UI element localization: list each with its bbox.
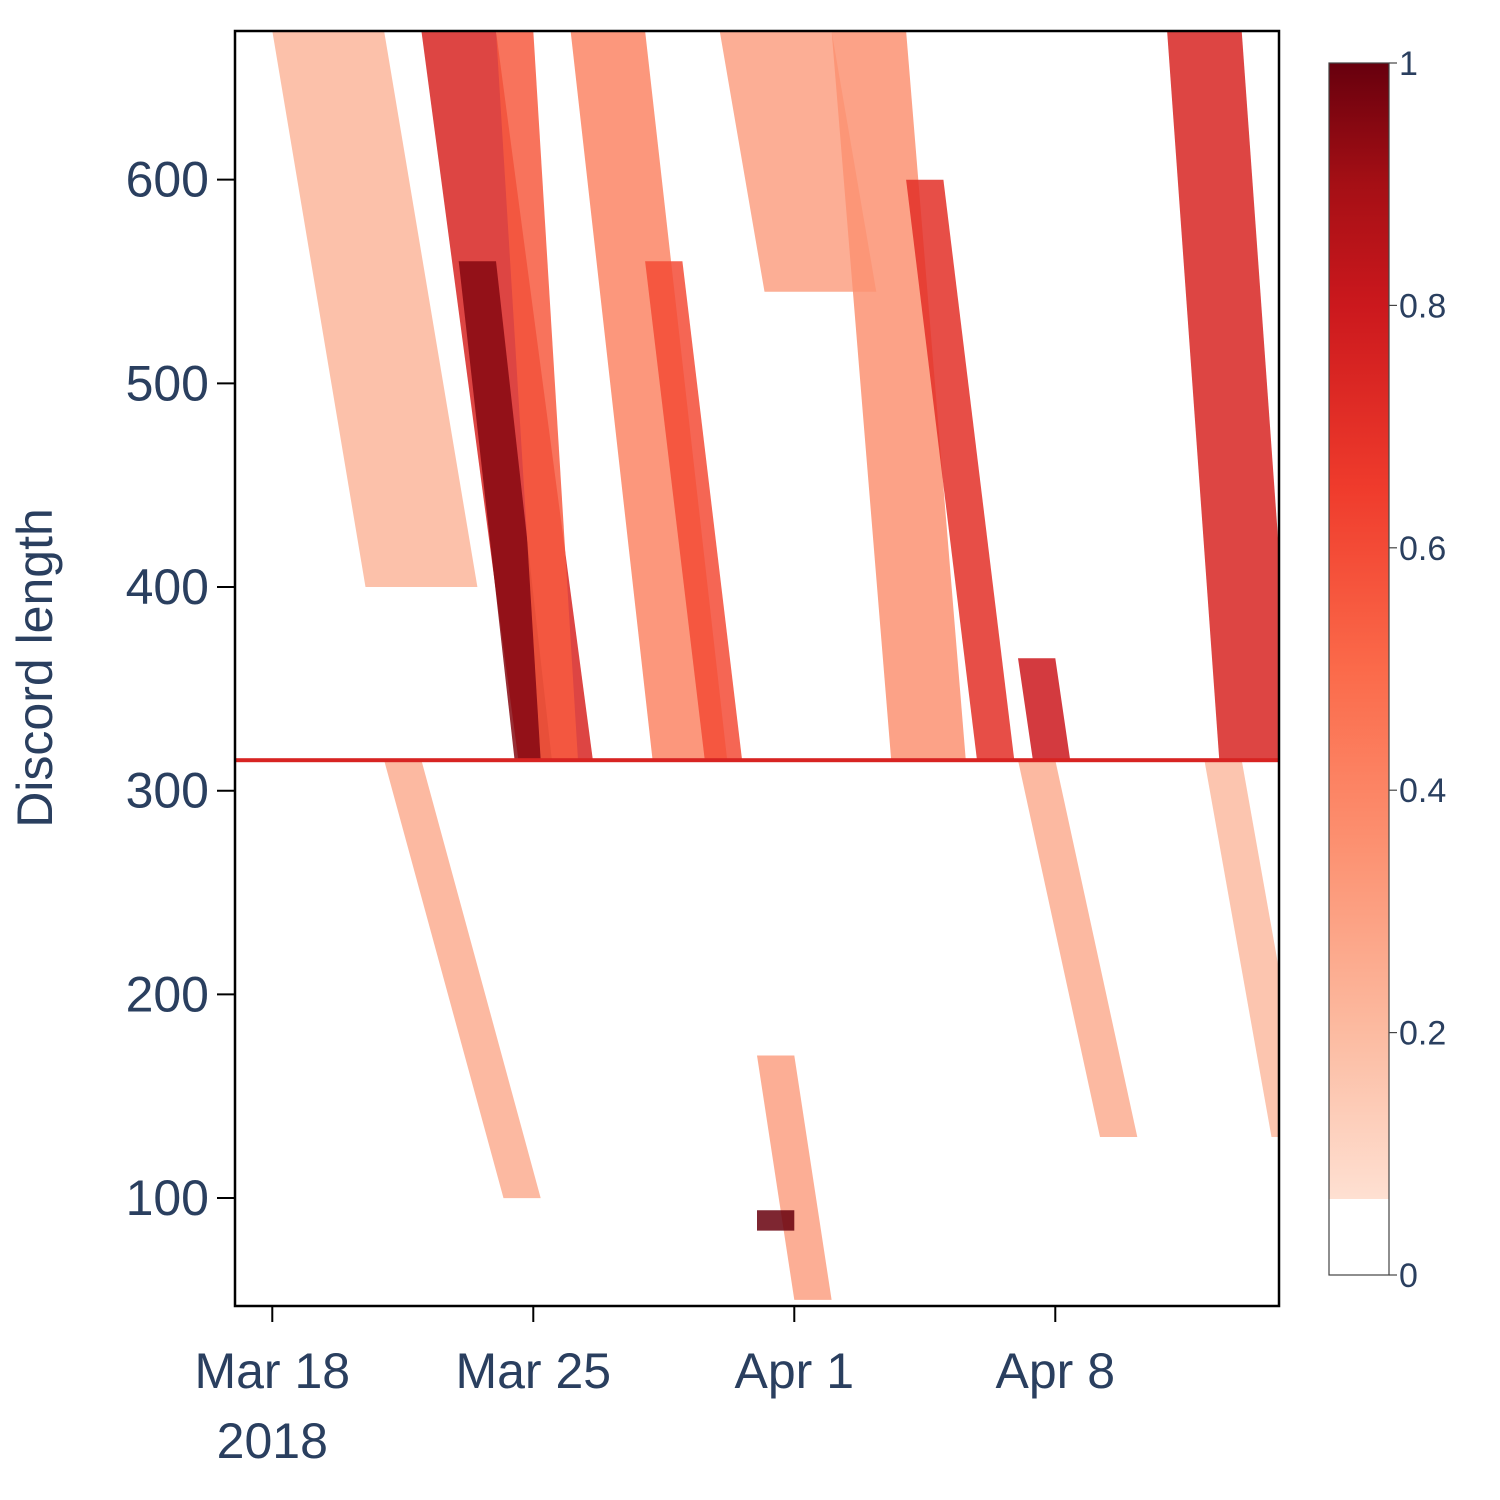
y-tick-label: 400: [126, 559, 209, 615]
heatmap-band-2: [496, 31, 578, 761]
heatmap-band-10: [1018, 658, 1071, 761]
colorbar-ticks: 0 0.2 0.4 0.6 0.8 1: [1389, 45, 1446, 1295]
x-tick-label: Apr 1: [735, 1343, 855, 1399]
x-tick-label: Mar 25: [455, 1343, 611, 1399]
heatmap-band-15: [757, 1210, 795, 1231]
colorbar-tick-label: 0: [1399, 1257, 1418, 1295]
heatmap-band-12: [1167, 31, 1279, 761]
x-tick-sublabel: 2018: [217, 1413, 328, 1469]
x-tick-label: Apr 8: [996, 1343, 1116, 1399]
colorbar: 0 0.2 0.4 0.6 0.8 1: [1328, 45, 1446, 1295]
colorbar-tick-label: 0.2: [1399, 1015, 1446, 1053]
y-tick-label: 500: [126, 355, 209, 411]
heatmap-band-9: [906, 179, 1015, 761]
heatmap-highlight-row: [235, 758, 1279, 763]
heatmap-band-14: [757, 1055, 832, 1300]
y-tick-label: 300: [126, 763, 209, 819]
colorbar-tick-label: 0.4: [1399, 772, 1446, 810]
x-axis: Mar 18 2018 Mar 25 Apr 1 Apr 8: [194, 1306, 1115, 1469]
plot-frame: [233, 29, 1281, 1308]
heatmap-band-1: [458, 261, 552, 761]
heatmap-band-4: [272, 31, 478, 587]
y-tick-label: 100: [126, 1170, 209, 1226]
colorbar-tick-label: 0.8: [1399, 287, 1446, 325]
colorbar-tick-label: 0.6: [1399, 530, 1446, 568]
y-tick-label: 600: [126, 152, 209, 208]
colorbar-gradient: [1328, 62, 1390, 1276]
heatmap-band-8: [831, 31, 966, 761]
x-tick-label: Mar 18: [194, 1343, 350, 1399]
y-tick-label: 200: [126, 966, 209, 1022]
heatmap-band-13: [1204, 760, 1279, 1137]
heatmap-cells: [235, 31, 1279, 1300]
colorbar-tick-label: 1: [1399, 45, 1418, 83]
heatmap-band-11: [1018, 760, 1138, 1137]
y-axis: 100 200 300 400 500 600: [126, 152, 235, 1226]
heatmap-band-3: [384, 760, 541, 1199]
y-axis-title: Discord length: [7, 508, 63, 828]
heatmap-band-6: [645, 261, 743, 761]
